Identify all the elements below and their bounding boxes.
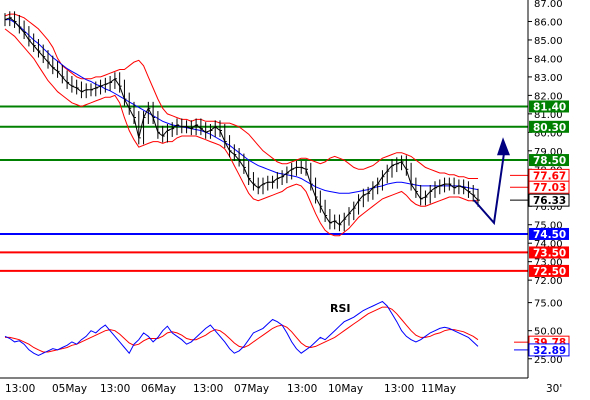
price-tick-label: 76.00 (534, 202, 563, 213)
x-tick-label: 13:00 (287, 383, 317, 395)
value-tag-label: 76.33 (533, 195, 566, 207)
x-tick-label: 13:00 (5, 383, 35, 395)
middle-band-line (5, 19, 479, 194)
price-tick-label: 79.00 (534, 147, 563, 158)
timeframe-label: 30' (546, 383, 562, 395)
price-tick-label: 83.00 (534, 73, 563, 84)
value-tag-label: 77.67 (533, 170, 566, 182)
price-tick-label: 86.00 (534, 17, 563, 28)
level-tag (529, 154, 569, 167)
rsi-value-label: 32.89 (533, 345, 566, 357)
x-tick-label: 10May (328, 383, 363, 395)
level-tag (529, 227, 569, 240)
forecast-arrow (473, 153, 505, 226)
x-axis: 13:00 05May 13:00 06May 13:00 07May 13:00 10May… (5, 383, 562, 395)
price-tick-label: 73.00 (534, 258, 563, 269)
level-label: 81.40 (533, 101, 566, 113)
value-tag (528, 180, 570, 194)
price-tick-label: 72.00 (534, 276, 563, 287)
forecast-arrowhead (497, 137, 510, 156)
x-tick-label: 13:00 (384, 383, 414, 395)
level-label: 72.50 (533, 266, 566, 278)
x-tick-label: 06May (141, 383, 176, 395)
price-tick-label: 81.00 (534, 110, 563, 121)
level-label: 80.30 (533, 122, 566, 134)
price-panel: 86.00 85.00 84.00 83.00 82.00 81.00 80.00 79.00… (0, 0, 570, 287)
value-tag (528, 193, 570, 207)
price-tick-label: 74.00 (534, 239, 563, 250)
price-tick-label: 80.00 (534, 128, 563, 139)
level-tag (529, 264, 569, 277)
price-tick-label: 75.00 (534, 221, 563, 232)
lower-band-line (4, 28, 478, 237)
price-tick-label: 87.00 (534, 0, 563, 10)
level-label: 73.50 (533, 247, 566, 259)
level-label: 78.50 (533, 155, 566, 167)
rsi-value-tag (528, 343, 570, 357)
rsi-tick-label: 50.00 (534, 327, 563, 338)
level-tag (529, 246, 569, 259)
rsi-line (4, 300, 479, 356)
rsi-tick-label: 75.00 (534, 299, 563, 310)
x-tick-label: 11May (421, 383, 456, 395)
level-tag (529, 120, 569, 133)
rsi-title: RSI (330, 302, 351, 315)
level-tag (529, 100, 569, 113)
x-tick-label: 13:00 (100, 383, 130, 395)
price-tick-label: 84.00 (534, 54, 563, 65)
x-tick-label: 07May (234, 383, 269, 395)
price-tick-label: 85.00 (534, 36, 563, 47)
x-tick-label: 13:00 (193, 383, 223, 395)
level-label: 74.50 (533, 229, 566, 241)
price-line (4, 17, 479, 226)
value-tag-label: 77.03 (533, 182, 566, 194)
x-tick-label: 05May (52, 383, 87, 395)
upper-band-line (4, 13, 478, 179)
price-tick-label: 82.00 (534, 91, 563, 102)
rsi-tick-label: 25.00 (534, 355, 563, 366)
rsi-signal-line (5, 306, 479, 353)
